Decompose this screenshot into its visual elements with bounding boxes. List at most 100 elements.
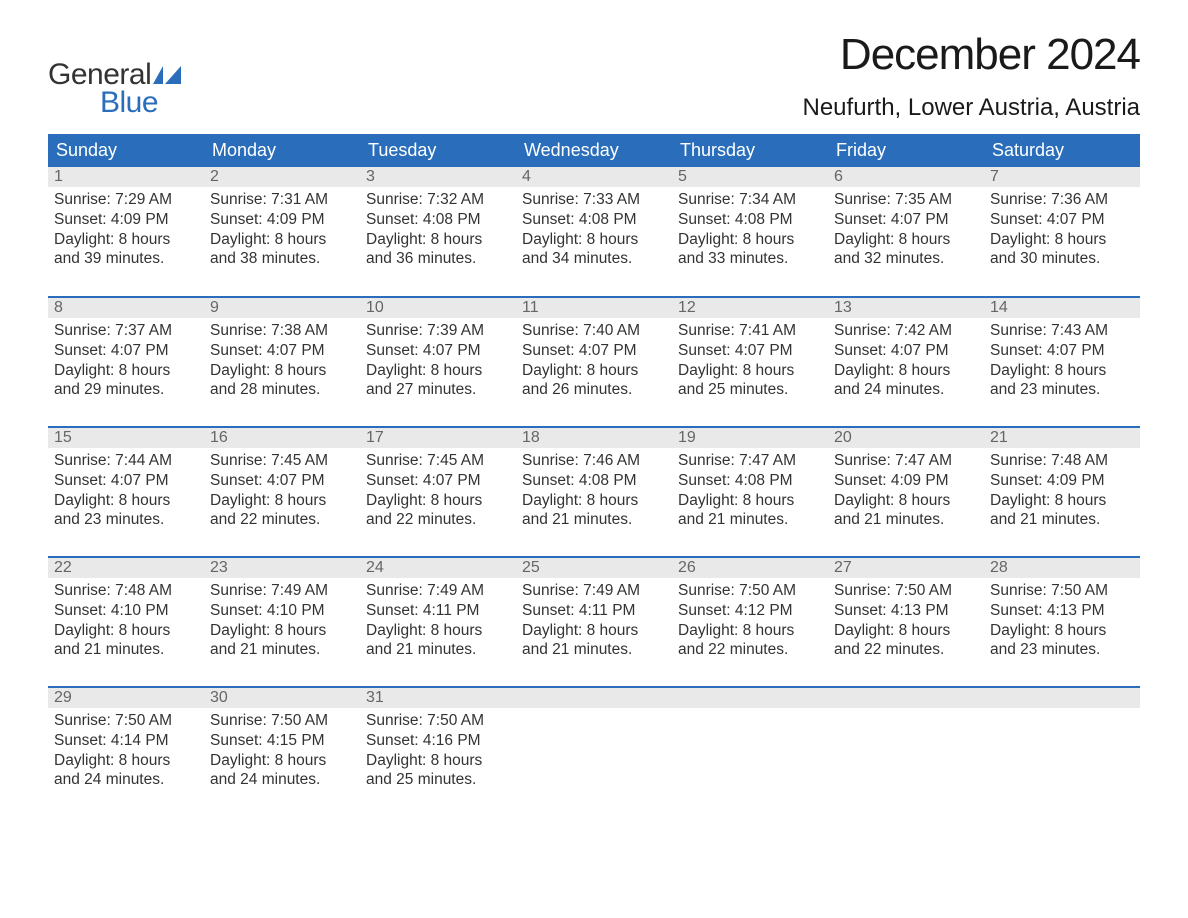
day-details: Sunrise: 7:46 AMSunset: 4:08 PMDaylight:… xyxy=(516,448,672,536)
sunset-line: Sunset: 4:13 PM xyxy=(834,602,949,619)
sunset-line: Sunset: 4:12 PM xyxy=(678,602,793,619)
daylight-line: Daylight: 8 hours and 25 minutes. xyxy=(678,362,794,399)
day-details: Sunrise: 7:39 AMSunset: 4:07 PMDaylight:… xyxy=(360,318,516,406)
calendar-week-row: 1Sunrise: 7:29 AMSunset: 4:09 PMDaylight… xyxy=(48,167,1140,297)
calendar-week-row: 8Sunrise: 7:37 AMSunset: 4:07 PMDaylight… xyxy=(48,297,1140,427)
sunset-line: Sunset: 4:07 PM xyxy=(210,472,325,489)
day-details: Sunrise: 7:48 AMSunset: 4:09 PMDaylight:… xyxy=(984,448,1140,536)
daylight-line: Daylight: 8 hours and 38 minutes. xyxy=(210,231,326,268)
sunset-line: Sunset: 4:08 PM xyxy=(522,472,637,489)
sunset-line: Sunset: 4:07 PM xyxy=(834,342,949,359)
sunrise-line: Sunrise: 7:50 AM xyxy=(990,582,1108,599)
daylight-line: Daylight: 8 hours and 24 minutes. xyxy=(834,362,950,399)
sunrise-line: Sunrise: 7:45 AM xyxy=(366,452,484,469)
sunrise-line: Sunrise: 7:50 AM xyxy=(54,712,172,729)
daylight-line: Daylight: 8 hours and 23 minutes. xyxy=(990,622,1106,659)
daylight-line: Daylight: 8 hours and 21 minutes. xyxy=(522,622,638,659)
day-details: Sunrise: 7:33 AM Sunset: 4:08 PM Daylight:… xyxy=(516,187,672,275)
sunset-line: Sunset: 4:07 PM xyxy=(990,342,1105,359)
sunrise-line: Sunrise: 7:29 AM xyxy=(54,191,172,208)
day-number: 25 xyxy=(516,558,672,578)
day-details: Sunrise: 7:32 AMSunset: 4:08 PMDaylight:… xyxy=(360,187,516,275)
sunset-line: Sunset: 4:16 PM xyxy=(366,732,481,749)
calendar-day-cell: 15Sunrise: 7:44 AMSunset: 4:07 PMDayligh… xyxy=(48,427,204,557)
day-number xyxy=(672,688,828,708)
sunrise-line: Sunrise: 7:49 AM xyxy=(366,582,484,599)
day-details: Sunrise: 7:38 AMSunset: 4:07 PMDaylight:… xyxy=(204,318,360,406)
daylight-line: Daylight: 8 hours and 39 minutes. xyxy=(54,231,170,268)
calendar-day-cell: 4Sunrise: 7:33 AMSunset: 4:08 PMDaylight… xyxy=(516,167,672,297)
day-number: 26 xyxy=(672,558,828,578)
day-details: Sunrise: 7:50 AMSunset: 4:12 PMDaylight:… xyxy=(672,578,828,666)
sunrise-line: Sunrise: 7:38 AM xyxy=(210,322,328,339)
sunrise-line: Sunrise: 7:33 AM xyxy=(522,191,640,208)
daylight-line: Daylight: 8 hours and 21 minutes. xyxy=(834,492,950,529)
sunrise-line: Sunrise: 7:31 AM xyxy=(210,191,328,208)
day-header-wednesday: Wednesday xyxy=(516,134,672,167)
sunrise-line: Sunrise: 7:32 AM xyxy=(366,191,484,208)
calendar-day-cell: 24Sunrise: 7:49 AMSunset: 4:11 PMDayligh… xyxy=(360,557,516,687)
sunrise-line: Sunrise: 7:50 AM xyxy=(366,712,484,729)
sunset-line: Sunset: 4:07 PM xyxy=(366,472,481,489)
calendar-header-row: SundayMondayTuesdayWednesdayThursdayFrid… xyxy=(48,134,1140,167)
sunset-line: Sunset: 4:08 PM xyxy=(678,472,793,489)
sunset-line: Sunset: 4:07 PM xyxy=(210,342,325,359)
sunset-line: Sunset: 4:09 PM xyxy=(54,211,169,228)
calendar-day-cell: 30Sunrise: 7:50 AMSunset: 4:15 PMDayligh… xyxy=(204,687,360,817)
sunset-line: Sunset: 4:10 PM xyxy=(54,602,169,619)
calendar-day-cell: 5Sunrise: 7:34 AMSunset: 4:08 PMDaylight… xyxy=(672,167,828,297)
day-number: 23 xyxy=(204,558,360,578)
day-number: 18 xyxy=(516,428,672,448)
day-details: Sunrise: 7:42 AMSunset: 4:07 PMDaylight:… xyxy=(828,318,984,406)
sunset-line: Sunset: 4:07 PM xyxy=(678,342,793,359)
calendar-day-cell: 18Sunrise: 7:46 AMSunset: 4:08 PMDayligh… xyxy=(516,427,672,557)
calendar-day-cell: 25Sunrise: 7:49 AMSunset: 4:11 PMDayligh… xyxy=(516,557,672,687)
logo-flag-icon xyxy=(153,66,181,84)
day-number: 14 xyxy=(984,298,1140,318)
calendar-day-cell: 22Sunrise: 7:48 AMSunset: 4:10 PMDayligh… xyxy=(48,557,204,687)
day-number: 16 xyxy=(204,428,360,448)
sunrise-line: Sunrise: 7:50 AM xyxy=(678,582,796,599)
calendar-day-cell: 26Sunrise: 7:50 AMSunset: 4:12 PMDayligh… xyxy=(672,557,828,687)
day-details: Sunrise: 7:50 AM Sunset: 4:13 PM Daylight:… xyxy=(828,578,984,666)
day-header-monday: Monday xyxy=(204,134,360,167)
day-details: Sunrise: 7:43 AMSunset: 4:07 PMDaylight:… xyxy=(984,318,1140,406)
logo-text-blue: Blue xyxy=(100,86,181,120)
sunrise-line: Sunrise: 7:47 AM xyxy=(678,452,796,469)
daylight-line: Daylight: 8 hours and 27 minutes. xyxy=(366,362,482,399)
calendar-day-cell: 23Sunrise: 7:49 AMSunset: 4:10 PMDayligh… xyxy=(204,557,360,687)
sunset-line: Sunset: 4:08 PM xyxy=(678,211,793,228)
day-number xyxy=(828,688,984,708)
sunrise-line: Sunrise: 7:47 AM xyxy=(834,452,952,469)
sunset-line: Sunset: 4:13 PM xyxy=(990,602,1105,619)
sunset-line: Sunset: 4:07 PM xyxy=(522,342,637,359)
calendar-day-cell: 12Sunrise: 7:41 AMSunset: 4:07 PMDayligh… xyxy=(672,297,828,427)
day-header-friday: Friday xyxy=(828,134,984,167)
calendar-day-cell: 28Sunrise: 7:50 AMSunset: 4:13 PMDayligh… xyxy=(984,557,1140,687)
day-details: Sunrise: 7:50 AM Sunset: 4:13 PM Daylight:… xyxy=(984,578,1140,666)
sunrise-line: Sunrise: 7:49 AM xyxy=(522,582,640,599)
sunset-line: Sunset: 4:08 PM xyxy=(522,211,637,228)
sunrise-line: Sunrise: 7:40 AM xyxy=(522,322,640,339)
calendar-day-cell: 21Sunrise: 7:48 AMSunset: 4:09 PMDayligh… xyxy=(984,427,1140,557)
daylight-line: Daylight: 8 hours and 22 minutes. xyxy=(210,492,326,529)
daylight-line: Daylight: 8 hours and 34 minutes. xyxy=(522,231,638,268)
sunset-line: Sunset: 4:08 PM xyxy=(366,211,481,228)
daylight-line: Daylight: 8 hours and 32 minutes. xyxy=(834,231,950,268)
calendar-week-row: 22Sunrise: 7:48 AMSunset: 4:10 PMDayligh… xyxy=(48,557,1140,687)
calendar-empty-cell xyxy=(516,687,672,817)
day-number: 7 xyxy=(984,167,1140,187)
daylight-line: Daylight: 8 hours and 24 minutes. xyxy=(210,752,326,789)
logo: General Blue xyxy=(48,58,181,120)
sunrise-line: Sunrise: 7:50 AM xyxy=(834,582,952,599)
day-details: Sunrise: 7:31 AMSunset: 4:09 PMDaylight:… xyxy=(204,187,360,275)
day-number: 11 xyxy=(516,298,672,318)
day-number: 31 xyxy=(360,688,516,708)
daylight-line: Daylight: 8 hours and 23 minutes. xyxy=(990,362,1106,399)
daylight-line: Daylight: 8 hours and 21 minutes. xyxy=(366,622,482,659)
day-number: 3 xyxy=(360,167,516,187)
daylight-line: Daylight: 8 hours and 26 minutes. xyxy=(522,362,638,399)
day-number: 19 xyxy=(672,428,828,448)
day-header-thursday: Thursday xyxy=(672,134,828,167)
daylight-line: Daylight: 8 hours and 22 minutes. xyxy=(834,622,950,659)
